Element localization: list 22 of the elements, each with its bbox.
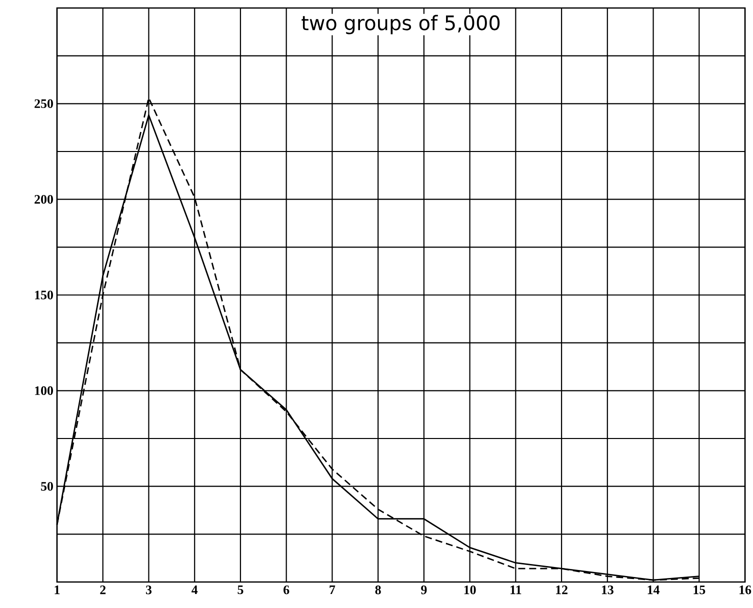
y-tick-label: 250 <box>34 99 53 108</box>
x-tick-label: 12 <box>556 586 568 594</box>
x-tick-label: 5 <box>238 586 244 594</box>
x-tick-label: 14 <box>648 586 660 594</box>
x-tick-label: 4 <box>192 586 198 594</box>
x-tick-label: 2 <box>100 586 106 594</box>
x-tick-label: 6 <box>284 586 290 594</box>
y-tick-label: 200 <box>34 194 53 204</box>
chart-title: two groups of 5,000 <box>302 14 500 34</box>
x-tick-label: 8 <box>375 586 381 594</box>
y-tick-label: 150 <box>35 290 53 300</box>
x-tick-label: 10 <box>464 586 476 594</box>
x-tick-label: 15 <box>694 586 706 594</box>
x-tick-label: 9 <box>421 586 427 594</box>
x-tick-label: 3 <box>146 586 152 594</box>
x-tick-label: 7 <box>330 586 336 594</box>
x-tick-label: 13 <box>602 586 614 594</box>
x-tick-label: 11 <box>510 586 522 594</box>
y-tick-label: 50 <box>41 482 53 491</box>
x-tick-label: 1 <box>54 586 60 594</box>
y-tick-label: 100 <box>35 386 53 396</box>
x-tick-label: 16 <box>740 586 752 594</box>
